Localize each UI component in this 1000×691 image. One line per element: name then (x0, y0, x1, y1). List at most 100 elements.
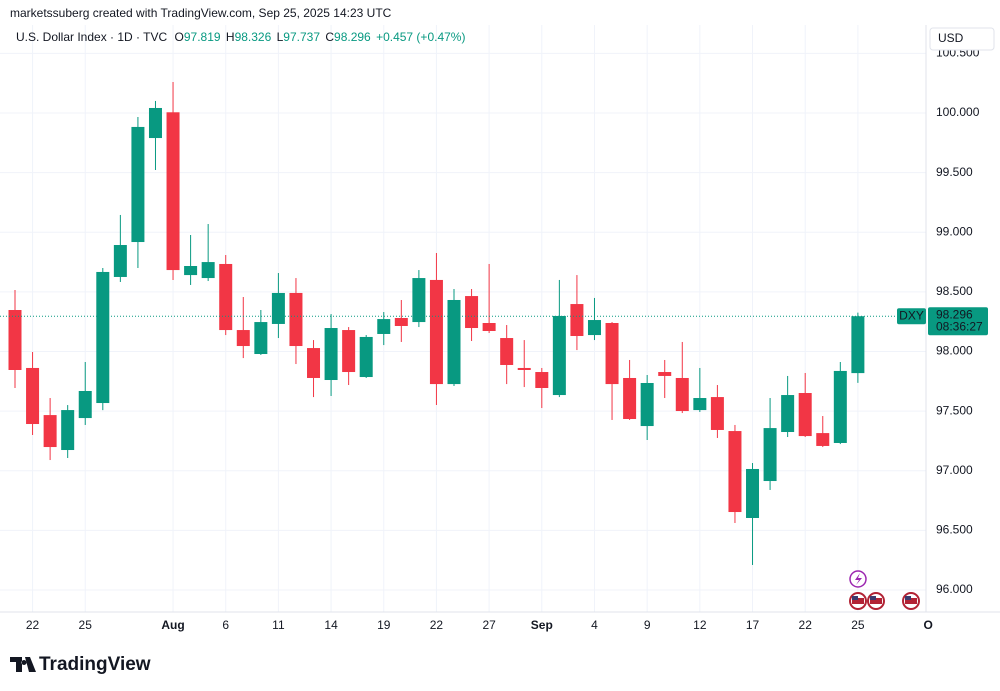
candle-body (43, 415, 57, 448)
candle-body (113, 245, 127, 277)
candle-body (552, 315, 566, 396)
ohlc-value: 98.296 (334, 30, 371, 44)
logo-text: TradingView (39, 654, 151, 675)
y-tick-label: 97.500 (936, 403, 973, 417)
x-tick-label: 12 (693, 618, 707, 632)
candle-body (201, 262, 215, 279)
logo: TradingView (10, 654, 151, 675)
candle-body (342, 330, 356, 373)
axis-labels: 96.000 96.500 97.000 97.500 98.000 98.500 99.0… (26, 46, 988, 632)
x-tick-label: 14 (324, 618, 338, 632)
x-tick-label: Aug (161, 618, 184, 632)
attribution: marketssuberg created with TradingView.c… (10, 6, 392, 20)
ohlc-value: 98.326 (235, 30, 272, 44)
x-tick-label: 22 (799, 618, 813, 632)
candle-body (8, 310, 22, 370)
candle-body (26, 367, 40, 425)
candle-body (746, 468, 760, 518)
candle-body (96, 271, 110, 404)
candle-body (658, 372, 672, 376)
candle-body (781, 395, 795, 433)
candle-body (640, 382, 654, 427)
countdown: 08:36:27 (936, 319, 983, 333)
candle-body (675, 377, 689, 412)
y-tick-label: 99.500 (936, 165, 973, 179)
ohlc-label: H (226, 30, 235, 44)
candle-body (465, 296, 479, 329)
y-tick-label: 96.000 (936, 582, 973, 596)
candle-body (482, 323, 496, 331)
symbol-tag (897, 308, 926, 325)
currency-button[interactable] (929, 27, 995, 51)
last-price-label: 98.296 (936, 307, 973, 321)
y-tick-label: 98.500 (936, 284, 973, 298)
candle-body (535, 372, 549, 389)
candle-body (763, 428, 777, 482)
candle-body (394, 317, 408, 326)
candle-body (447, 299, 461, 385)
candle-body (236, 330, 250, 347)
candle-body (693, 398, 707, 411)
x-tick-label: 25 (851, 618, 865, 632)
symbol-title: U.S. Dollar Index · 1D · TVC (16, 30, 167, 44)
candle-body (254, 322, 268, 355)
candle-body (148, 107, 162, 139)
last-price-tag (928, 307, 988, 336)
y-tick-label: 98.000 (936, 344, 973, 358)
event-icon-glyph (855, 573, 862, 585)
y-tick-label: 100.000 (936, 105, 980, 119)
flag-icons[interactable] (849, 592, 920, 610)
currency[interactable]: USD (938, 31, 964, 45)
candle-body (307, 348, 321, 378)
x-tick-label: 22 (26, 618, 40, 632)
candle-body (219, 263, 233, 331)
candle-body (816, 433, 830, 446)
change: +0.457 (+0.47%) (376, 30, 465, 44)
candle-body (359, 336, 373, 378)
x-tick-label: 27 (482, 618, 496, 632)
candle-body (412, 278, 426, 323)
x-tick-label: 19 (377, 618, 391, 632)
candle-body (324, 328, 338, 381)
candle-body (78, 390, 92, 419)
candle-body (289, 292, 303, 347)
symbol-label: DXY (899, 308, 924, 322)
candle-body (377, 319, 391, 334)
candle-body (587, 320, 601, 336)
candle-body (798, 393, 812, 437)
ohlc-value: 97.819 (184, 30, 221, 44)
candle-body (517, 367, 531, 370)
candle-body (184, 266, 198, 276)
x-tick-label: 25 (79, 618, 93, 632)
x-tick-label: 9 (644, 618, 651, 632)
candle-body (728, 431, 742, 513)
y-tick-label: 97.000 (936, 463, 973, 477)
candle-body (710, 397, 724, 430)
candles (0, 81, 926, 565)
candle-body (131, 126, 145, 243)
candle-body (271, 292, 285, 324)
candle-body (833, 370, 847, 443)
candle-body (61, 410, 75, 451)
candle-body (605, 323, 619, 385)
ohlc-label: C (325, 30, 334, 44)
x-tick-label: 17 (746, 618, 760, 632)
legend-header: U.S. Dollar Index · 1D · TVC O97.819 H98… (16, 30, 465, 44)
x-tick-label: 6 (222, 618, 229, 632)
candle-body (166, 112, 180, 271)
y-tick-label: 99.000 (936, 224, 973, 238)
x-tick-label: 11 (272, 618, 285, 632)
x-tick-label: 22 (430, 618, 444, 632)
ohlc-value: 97.737 (283, 30, 320, 44)
ohlc-label: O (175, 30, 184, 44)
x-tick-label: 4 (591, 618, 598, 632)
candle-body (623, 377, 637, 420)
x-tick-label: O (923, 618, 932, 632)
candle-body (851, 316, 865, 374)
ohlc-label: L (277, 30, 284, 44)
candle-body (570, 304, 584, 337)
y-tick-label: 96.500 (936, 523, 973, 537)
x-tick-label: Sep (531, 618, 553, 632)
candle-body (500, 338, 514, 365)
